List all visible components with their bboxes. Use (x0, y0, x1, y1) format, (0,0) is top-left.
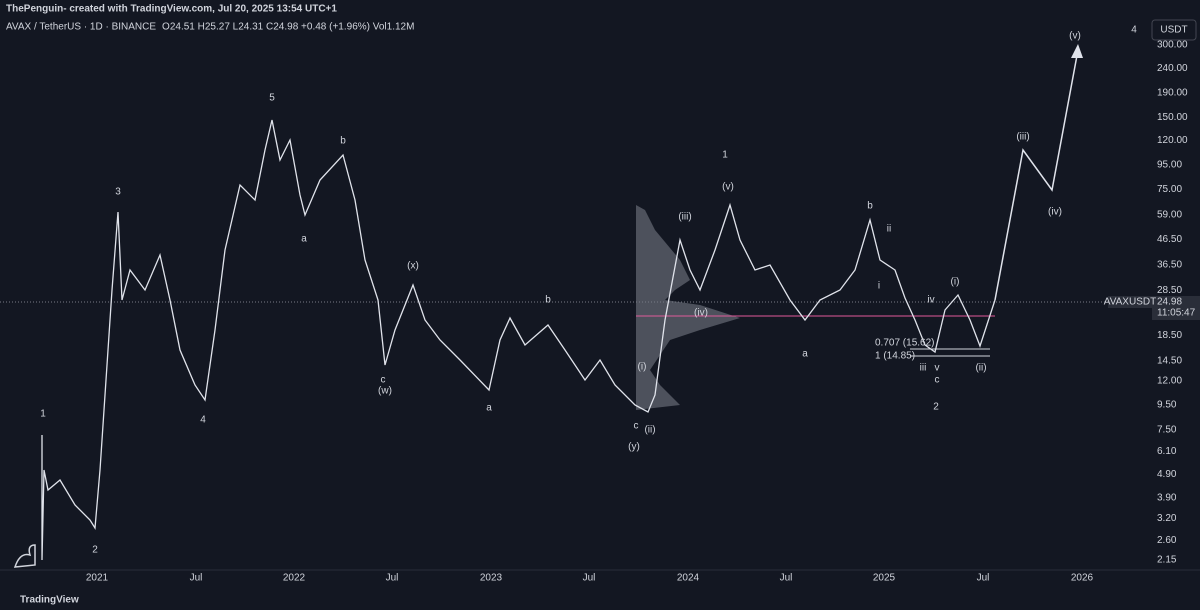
time-tick-label: Jul (190, 573, 203, 584)
price-tick-label: 46.50 (1157, 234, 1182, 245)
wave-label: (w) (378, 386, 392, 397)
price-badge (1152, 296, 1200, 320)
price-series (41, 119, 996, 561)
price-tick-label: 3.90 (1157, 493, 1177, 504)
time-tick-label: Jul (583, 573, 596, 584)
price-tick-label: 3.20 (1157, 513, 1177, 524)
price-tick-label: 36.50 (1157, 259, 1182, 270)
time-tick-label: Jul (977, 573, 990, 584)
fib-label: 0.707 (15.62) (875, 338, 935, 349)
header-ohlc: O24.51 H25.27 L24.31 C24.98 +0.48 (+1.96… (162, 22, 414, 33)
wave-label: b (867, 201, 873, 212)
wave-label: 1 (722, 150, 728, 161)
wave-label: a (802, 349, 808, 360)
wave-label: a (301, 234, 307, 245)
wave-label: i (878, 281, 880, 292)
volume-profile (636, 205, 740, 410)
wave-label: (iv) (1048, 207, 1062, 218)
wave-label: b (340, 136, 346, 147)
wave-label: (iv) (694, 308, 708, 319)
wave-label: 4 (1131, 25, 1137, 36)
wave-label: (ii) (975, 363, 986, 374)
wave-label: (iii) (1016, 132, 1029, 143)
time-tick-label: 2022 (283, 573, 306, 584)
wave-label: c (634, 421, 639, 432)
price-axis-area (1150, 0, 1200, 570)
price-tick-label: 190.00 (1157, 87, 1188, 98)
volume-profile-shape (636, 205, 740, 410)
wave-label: (v) (1069, 31, 1081, 42)
price-tick-label: 59.00 (1157, 209, 1182, 220)
time-tick-label: 2021 (86, 573, 109, 584)
price-tick-label: 2.15 (1157, 555, 1177, 566)
wave-label: 5 (269, 93, 275, 104)
symbol-badge (1108, 296, 1152, 308)
price-tick-label: 12.00 (1157, 375, 1182, 386)
price-tick-label: 6.10 (1157, 446, 1177, 457)
price-tick-label: 18.50 (1157, 330, 1182, 341)
projection-path (994, 49, 1079, 301)
time-tick-label: Jul (780, 573, 793, 584)
badge-price: 24.98 (1157, 297, 1182, 308)
wave-label: (ii) (644, 425, 655, 436)
wave-label: 2 (92, 545, 98, 556)
footer-brand: TradingView (20, 595, 79, 606)
currency-button[interactable] (1151, 19, 1197, 41)
time-tick-label: Jul (386, 573, 399, 584)
time-tick-label: 2025 (873, 573, 896, 584)
price-tick-label: 300.00 (1157, 40, 1188, 51)
wave-label: 4 (200, 415, 206, 426)
wave-label: c (381, 375, 386, 386)
currency-label: USDT (1160, 25, 1187, 36)
price-tick-label: 28.50 (1157, 285, 1182, 296)
price-tick-label: 4.90 (1157, 469, 1177, 480)
price-tick-label: 7.50 (1157, 424, 1177, 435)
price-tick-label: 9.50 (1157, 400, 1177, 411)
logo-icon (13, 544, 36, 568)
price-tick-label: 240.00 (1157, 63, 1188, 74)
wave-label: 2 (933, 402, 939, 413)
wave-label: (v) (722, 182, 734, 193)
header-symbol: AVAX / TetherUS · 1D · BINANCE (6, 22, 156, 33)
wave-label: iv (927, 295, 934, 306)
wave-label: (iii) (678, 212, 691, 223)
wave-label: (x) (407, 261, 419, 272)
badge-countdown: 11:05:47 (1157, 308, 1196, 319)
wave-label: (y) (628, 442, 640, 453)
price-tick-label: 150.00 (1157, 112, 1188, 123)
wave-label: (i) (638, 362, 647, 373)
price-tick-label: 2.60 (1157, 535, 1177, 546)
time-tick-label: 2024 (677, 573, 700, 584)
wave-label: b (545, 295, 551, 306)
time-tick-label: 2023 (480, 573, 503, 584)
badge-symbol: AVAXUSDT (1104, 297, 1156, 308)
wave-label: (i) (951, 277, 960, 288)
price-tick-label: 14.50 (1157, 356, 1182, 367)
wave-label: ii (887, 224, 891, 235)
time-tick-label: 2026 (1071, 573, 1094, 584)
wave-label: a (486, 403, 492, 414)
wave-label: 1 (40, 409, 46, 420)
price-tick-label: 120.00 (1157, 135, 1188, 146)
wave-label: v (935, 363, 940, 374)
wave-label: iii (920, 363, 927, 374)
price-tick-label: 95.00 (1157, 160, 1182, 171)
fib-label: 1 (14.85) (875, 351, 915, 362)
projection-arrowhead (1071, 44, 1083, 58)
wave-label: c (935, 375, 940, 386)
wave-label: 3 (115, 187, 121, 198)
price-tick-label: 75.00 (1157, 184, 1182, 195)
header-credit: ThePenguin- created with TradingView.com… (6, 4, 337, 15)
